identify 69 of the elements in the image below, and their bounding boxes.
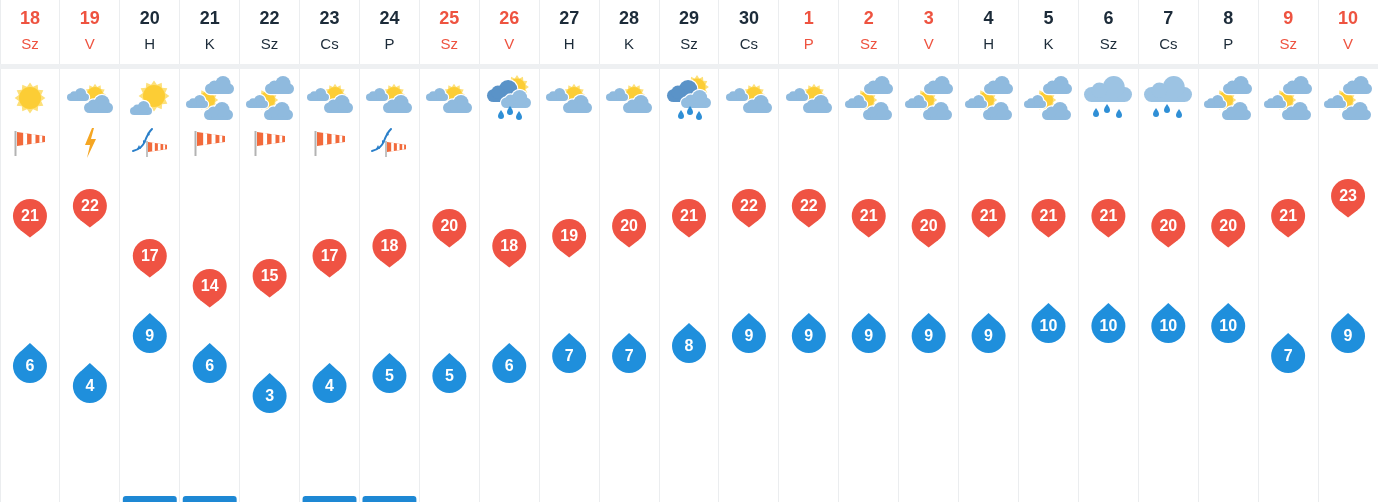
x-tick-label: 21 K [199, 7, 220, 53]
data-label: 21 [1099, 207, 1118, 225]
data-label: 5 [444, 367, 454, 385]
data-label: 19 [560, 227, 579, 245]
data-label: 20 [1219, 217, 1238, 235]
data-label: 22 [740, 197, 758, 215]
data-label: 21 [859, 207, 878, 225]
x-tick-label: 23 Cs [319, 7, 340, 53]
data-label: 8 [684, 337, 694, 355]
data-label: 20 [620, 217, 639, 235]
data-label: 5 [384, 367, 394, 385]
x-tick-label: 19 V [79, 7, 100, 53]
data-label: 20 [919, 217, 938, 235]
data-label: 22 [799, 197, 818, 215]
x-tick-label: 6 Sz [1099, 7, 1118, 53]
data-label: 21 [1039, 207, 1058, 225]
data-label: 7 [624, 347, 634, 365]
x-tick-label: 18 Sz [19, 7, 40, 53]
x-tick-label: 8 P [1223, 7, 1234, 53]
data-label: 23 [1339, 187, 1358, 205]
data-label: 20 [1159, 217, 1178, 235]
data-label: 10 [1159, 317, 1178, 335]
x-tick-label: 30 Cs [738, 7, 759, 53]
data-label: 9 [984, 327, 994, 345]
data-label: 10 [1219, 317, 1238, 335]
data-label: 7 [564, 347, 574, 365]
data-label: 14 [200, 277, 219, 295]
data-label: 4 [325, 377, 335, 395]
data-label: 21 [979, 207, 998, 225]
data-label: 21 [21, 207, 39, 225]
data-label: 9 [1343, 327, 1353, 345]
x-tick-label: 1 P [803, 7, 814, 53]
x-tick-label: 25 Sz [439, 7, 460, 53]
x-tick-label: 22 Sz [259, 7, 280, 53]
x-tick-label: 9 Sz [1279, 7, 1297, 53]
data-label: 9 [744, 327, 754, 345]
data-label: 17 [140, 247, 159, 265]
data-label: 9 [864, 327, 874, 345]
x-tick-label: 28 K [619, 7, 640, 53]
x-tick-label: 27 H [559, 7, 580, 53]
x-tick-label: 4 H [983, 7, 994, 53]
data-label: 18 [380, 237, 399, 255]
data-label: 9 [804, 327, 814, 345]
data-label: 6 [25, 357, 35, 375]
data-label: 20 [440, 217, 459, 235]
data-label: 6 [504, 357, 514, 375]
data-label: 17 [320, 247, 339, 265]
data-label: 15 [260, 267, 279, 285]
data-label: 22 [80, 197, 99, 215]
data-label: 3 [265, 387, 275, 405]
x-tick-label: 26 V [499, 7, 520, 53]
data-label: 9 [924, 327, 934, 345]
x-tick-label: 29 Sz [678, 7, 700, 53]
x-tick-label: 3 V [923, 7, 934, 53]
data-label: 4 [85, 377, 95, 395]
x-tick-label: 10 V [1338, 7, 1359, 53]
data-label: 6 [205, 357, 215, 375]
x-tick-label: 2 Sz [859, 7, 878, 53]
data-label: 10 [1099, 317, 1118, 335]
data-label: 21 [680, 207, 698, 225]
x-tick-label: 5 K [1043, 7, 1054, 53]
x-tick-label: 20 H [139, 7, 160, 53]
data-label: 18 [500, 237, 519, 255]
x-tick-label: 7 Cs [1159, 7, 1178, 53]
data-label: 9 [145, 327, 155, 345]
data-label: 7 [1283, 347, 1293, 365]
x-tick-label: 24 P [379, 7, 400, 53]
data-label: 10 [1039, 317, 1058, 335]
data-label: 21 [1279, 207, 1298, 225]
